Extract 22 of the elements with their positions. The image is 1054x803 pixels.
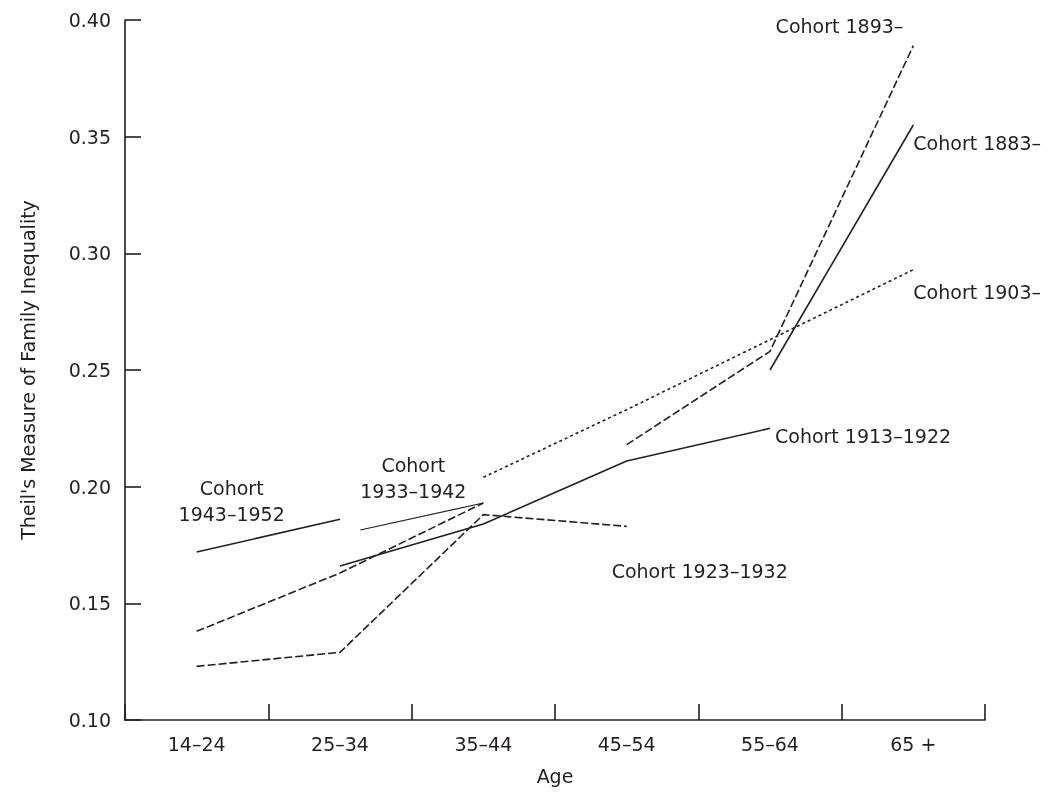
series-label: Cohort 1883–: [913, 132, 1042, 154]
y-tick-label: 0.40: [68, 9, 111, 31]
x-tick-label: 65 +: [890, 732, 937, 755]
y-tick-label: 0.20: [68, 475, 111, 498]
series-label: Cohort 1943–1952: [178, 477, 285, 525]
x-tick-label: 25–34: [311, 732, 369, 755]
y-tick-label: 0.25: [68, 359, 111, 381]
y-tick-label: 0.35: [68, 125, 111, 148]
y-tick-label: 0.10: [68, 709, 111, 731]
x-tick-label: 55–64: [741, 732, 799, 755]
x-tick-label: 35–44: [454, 732, 513, 755]
y-tick-label: 0.30: [68, 242, 111, 265]
x-tick-label: 14–24: [167, 732, 226, 755]
y-axis-title: Theil's Measure of Family Inequality: [16, 200, 39, 541]
x-axis-title: Age: [536, 764, 574, 787]
series-label: Cohort 1933–1942: [360, 454, 467, 502]
series-label: Cohort 1893–: [775, 14, 904, 37]
x-tick-label: 45–54: [597, 732, 656, 755]
series-label: Cohort 1913–1922: [775, 425, 952, 448]
series-label: Cohort 1903–: [913, 280, 1042, 303]
series-label: Cohort 1923–1932: [611, 560, 788, 583]
y-tick-label: 0.15: [68, 592, 111, 615]
